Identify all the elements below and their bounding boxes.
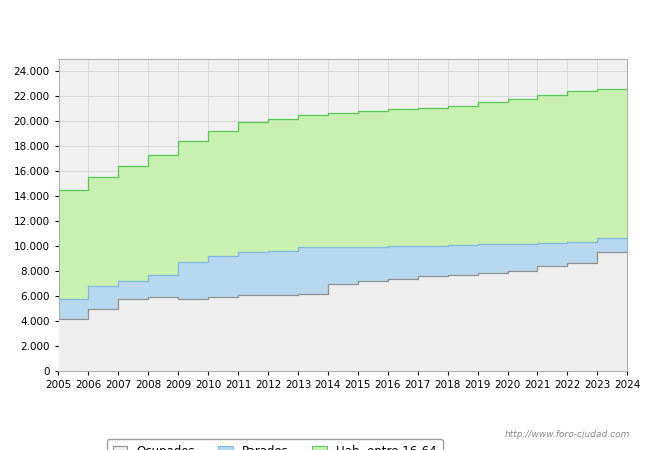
Legend: Ocupados, Parados, Hab. entre 16-64: Ocupados, Parados, Hab. entre 16-64: [107, 439, 443, 450]
Text: Ames - Evolucion de la poblacion en edad de Trabajar Septiembre de 2024: Ames - Evolucion de la poblacion en edad…: [75, 17, 575, 30]
Text: http://www.foro-ciudad.com: http://www.foro-ciudad.com: [505, 430, 630, 439]
